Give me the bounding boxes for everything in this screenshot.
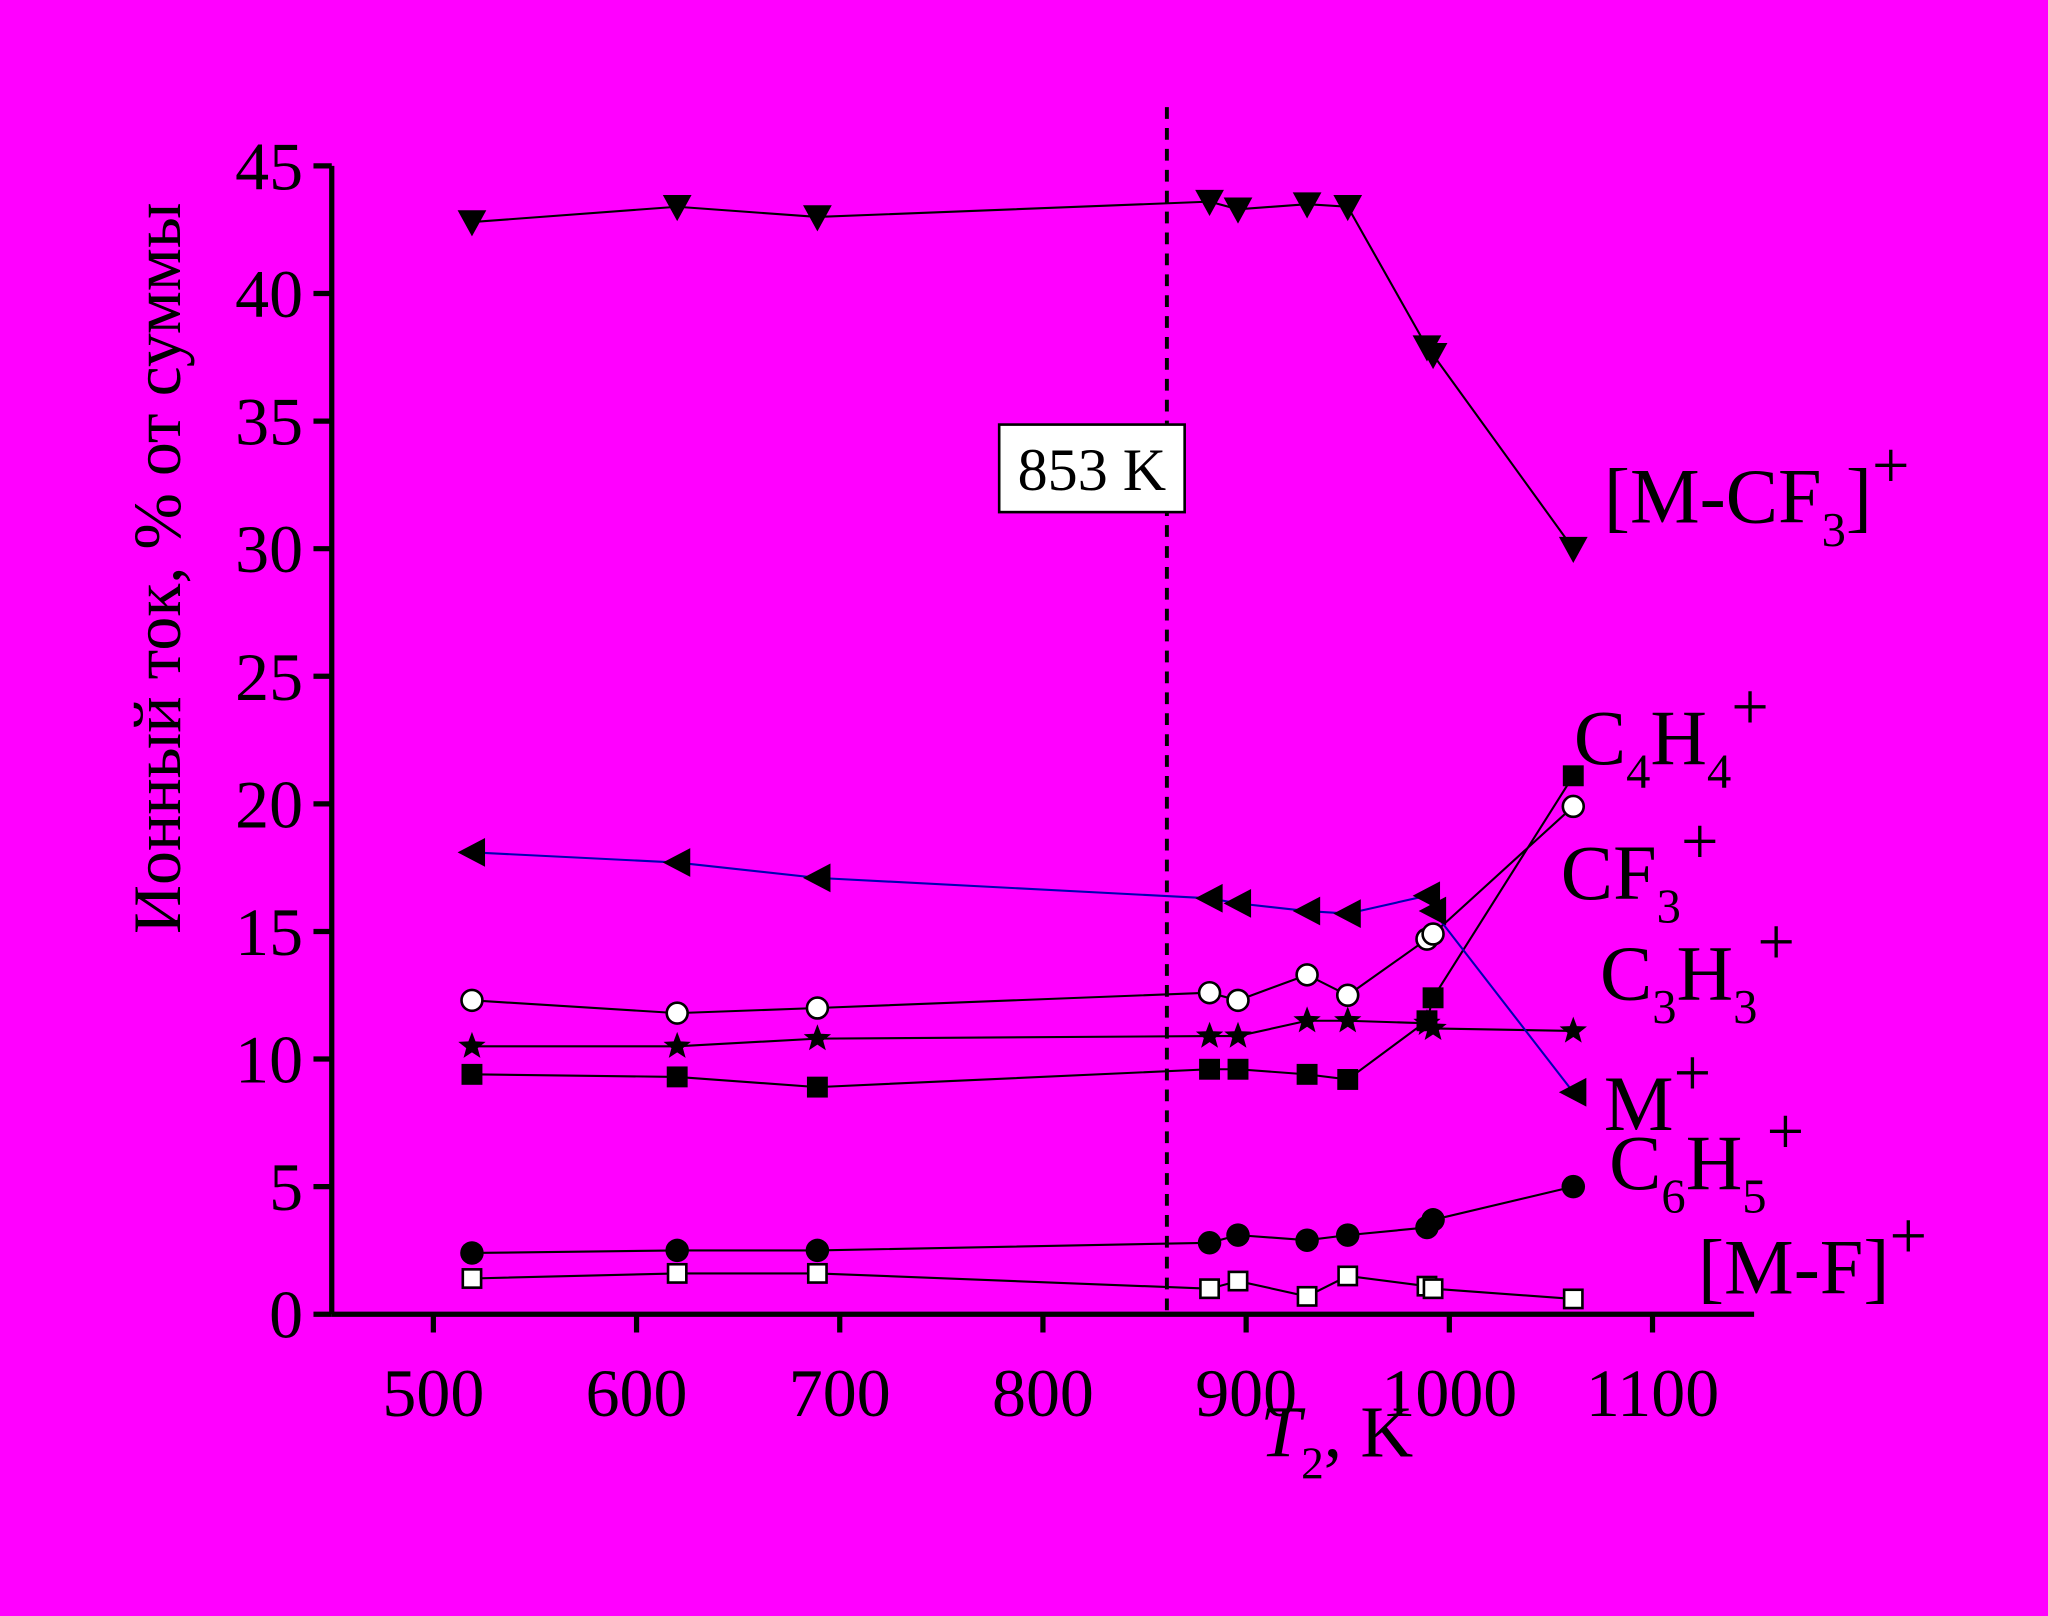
marker [1558, 1077, 1587, 1107]
marker [1334, 1006, 1362, 1033]
marker [1562, 1288, 1584, 1310]
annotation: 853 K [1018, 436, 1167, 503]
marker [665, 1001, 689, 1025]
marker [1224, 1021, 1252, 1048]
x-tick-label: 900 [1195, 1355, 1297, 1431]
y-tick-label: 40 [235, 256, 303, 332]
marker [1418, 342, 1448, 370]
marker [458, 1031, 486, 1058]
y-tick-label: 20 [235, 766, 303, 842]
x-axis-label: T2, K [1260, 1392, 1413, 1489]
marker [1199, 1278, 1221, 1300]
marker [1296, 1063, 1318, 1085]
annotation-box [997, 423, 1186, 514]
marker [1559, 1016, 1587, 1043]
x-tick-label: 1100 [1586, 1355, 1719, 1431]
marker [1199, 1058, 1221, 1080]
x-tick-label: 1000 [1381, 1355, 1517, 1431]
marker [662, 194, 692, 222]
y-tick-label: 30 [235, 511, 303, 587]
marker [1197, 1231, 1222, 1255]
marker [1421, 922, 1445, 946]
marker [1337, 1265, 1359, 1287]
marker [1227, 1270, 1249, 1292]
y-tick-label: 15 [235, 894, 303, 970]
marker [1295, 963, 1319, 987]
marker [1337, 1069, 1359, 1090]
marker [1422, 1278, 1444, 1300]
marker [1562, 765, 1584, 787]
marker [460, 1241, 484, 1265]
marker [666, 1066, 688, 1088]
series-label: C3H3+ [1600, 906, 1795, 1034]
marker [806, 1262, 828, 1284]
marker [1296, 1285, 1318, 1307]
marker [1561, 794, 1586, 819]
marker [460, 988, 484, 1013]
marker [1335, 983, 1360, 1008]
marker [1413, 1008, 1441, 1035]
marker [1418, 896, 1447, 926]
marker [805, 1238, 830, 1263]
marker [1223, 197, 1253, 224]
y-tick-label: 25 [235, 639, 303, 715]
marker [1292, 896, 1321, 926]
marker [1195, 1021, 1224, 1048]
marker [1421, 1208, 1445, 1232]
marker [803, 1024, 832, 1051]
marker [666, 1262, 688, 1284]
marker [663, 1031, 691, 1058]
marker [461, 1268, 483, 1289]
x-tick-label: 800 [992, 1355, 1094, 1431]
marker [803, 863, 831, 893]
series-label: [M-F]+ [1698, 1200, 1927, 1310]
marker [1412, 881, 1441, 911]
marker [1293, 1006, 1321, 1033]
marker [457, 837, 486, 867]
marker [805, 996, 830, 1020]
y-tick-label: 10 [235, 1022, 303, 1098]
series-label: CF3+ [1561, 806, 1719, 934]
y-tick-label: 45 [235, 128, 303, 204]
series-label: M+ [1604, 1037, 1711, 1147]
marker [1561, 1174, 1586, 1199]
marker [1197, 980, 1222, 1005]
x-tick-label: 500 [382, 1355, 484, 1431]
marker [457, 210, 487, 237]
marker [1333, 899, 1361, 928]
y-tick-label: 0 [269, 1277, 303, 1353]
marker [1226, 988, 1250, 1013]
marker [806, 1076, 828, 1098]
marker [1333, 194, 1363, 222]
y-tick-label: 35 [235, 384, 303, 460]
marker [1558, 536, 1588, 564]
x-tick-label: 600 [586, 1355, 688, 1431]
marker [662, 848, 691, 877]
series-label: C4H4+ [1574, 671, 1769, 799]
marker [461, 1063, 483, 1085]
marker [1295, 1228, 1319, 1252]
series-label: C6H5+ [1609, 1096, 1804, 1224]
y-axis-label: Ионный ток, % от суммы [119, 203, 195, 934]
series-label: [M-CF3]+ [1604, 429, 1910, 557]
marker [665, 1238, 689, 1263]
marker [1422, 987, 1444, 1009]
marker [1227, 1058, 1249, 1080]
marker [1195, 883, 1223, 913]
marker [1292, 192, 1322, 219]
marker [1226, 1223, 1250, 1247]
marker [1335, 1223, 1360, 1247]
y-tick-label: 5 [269, 1149, 303, 1225]
x-tick-label: 700 [789, 1355, 891, 1431]
marker [1419, 1014, 1447, 1041]
marker [1223, 889, 1252, 918]
series-line [471, 775, 1575, 1089]
marker [803, 205, 832, 232]
marker [1195, 189, 1224, 217]
